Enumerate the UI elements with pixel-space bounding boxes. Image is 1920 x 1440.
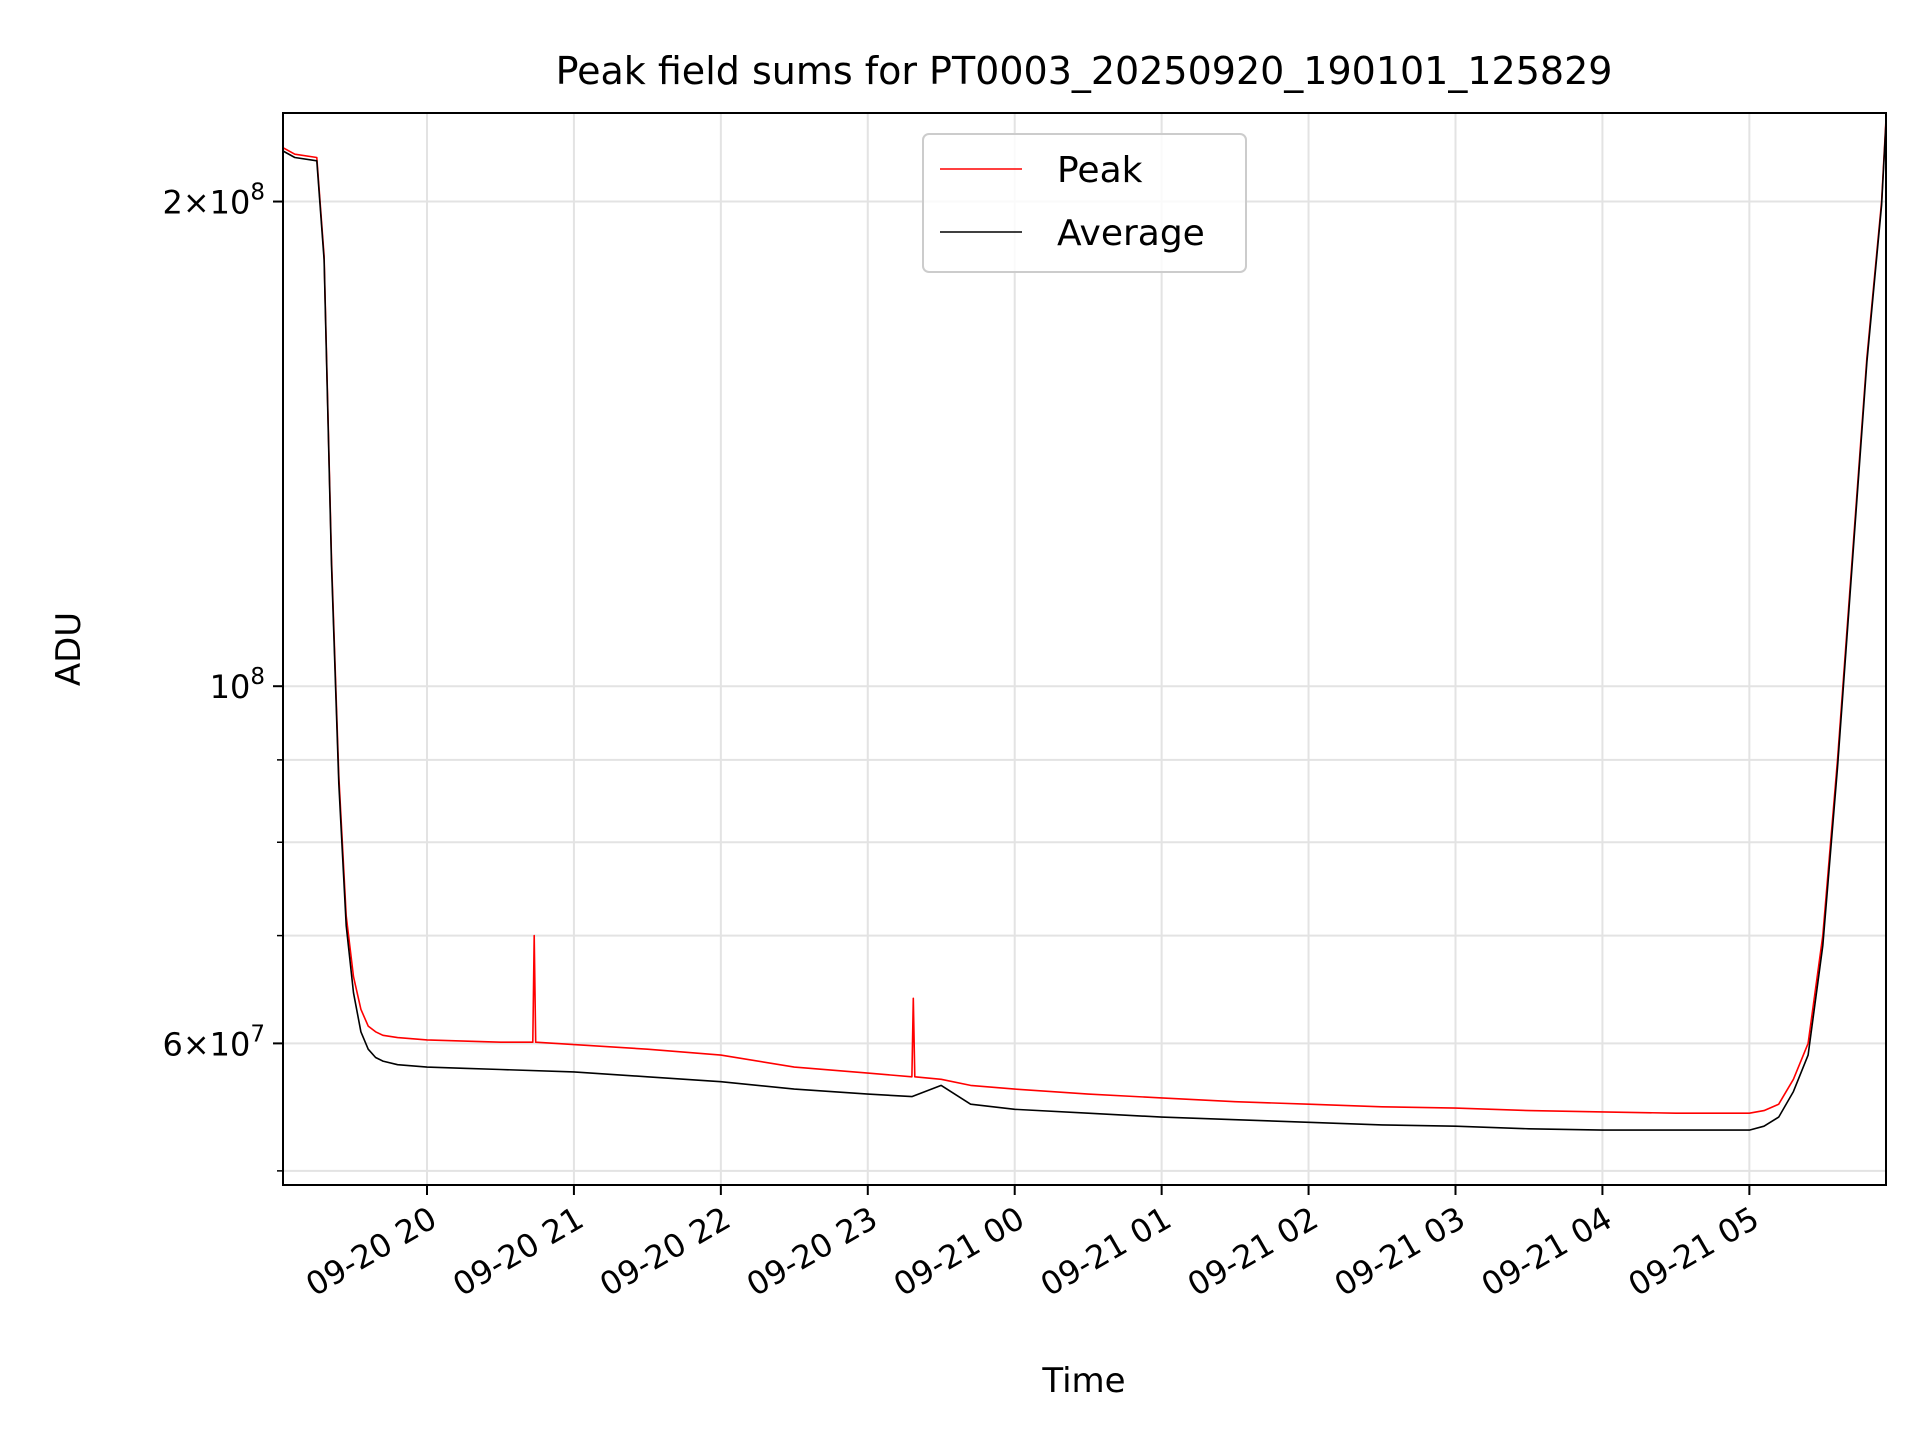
series-line-average bbox=[282, 122, 1887, 1131]
legend-label-average: Average bbox=[1057, 213, 1205, 254]
y-axis-label: ADU bbox=[49, 612, 89, 686]
y-tick-label: 108 bbox=[210, 664, 265, 706]
x-axis-label: Time bbox=[1041, 1361, 1125, 1401]
legend: Peak Average bbox=[922, 133, 1247, 273]
plot-frame bbox=[282, 112, 1887, 1186]
grid bbox=[283, 113, 1886, 1185]
series-line-peak bbox=[282, 119, 1887, 1114]
y-tick-label: 6×107 bbox=[162, 1021, 265, 1063]
chart-title: Peak field sums for PT0003_20250920_1901… bbox=[556, 49, 1613, 93]
series-layer bbox=[282, 119, 1887, 1131]
y-tick-label: 2×108 bbox=[162, 180, 265, 222]
legend-label-peak: Peak bbox=[1057, 150, 1143, 191]
y-axis: 6×107 108 2×108 bbox=[162, 180, 283, 1172]
